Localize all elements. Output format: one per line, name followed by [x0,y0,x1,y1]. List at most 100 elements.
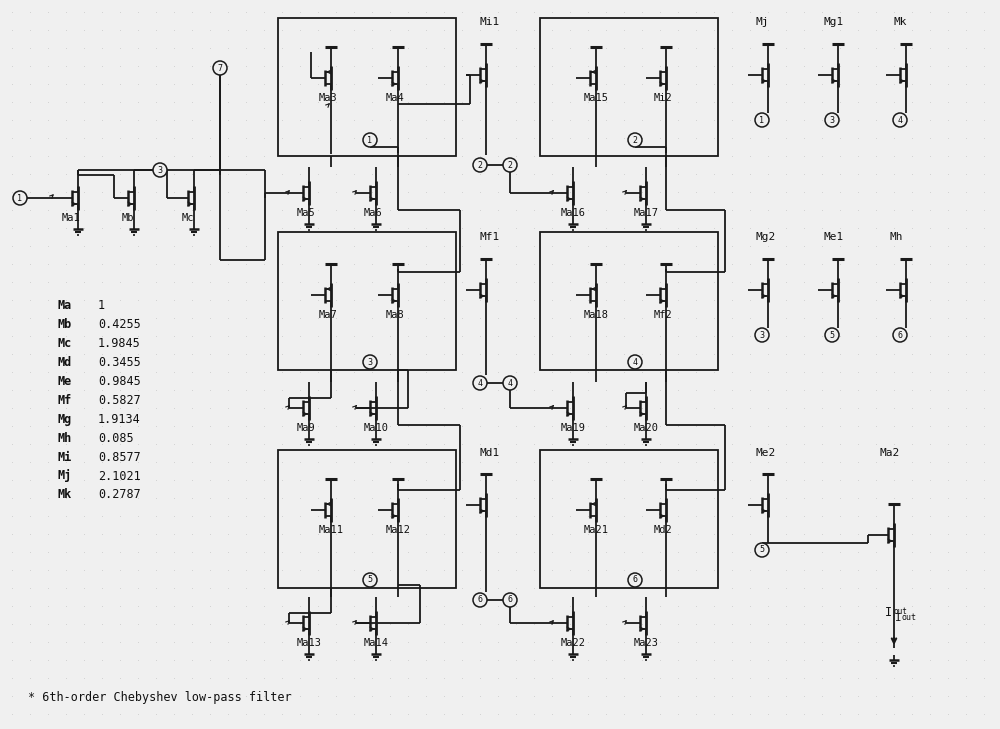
Text: 2.1021: 2.1021 [98,469,141,483]
Text: 6: 6 [898,330,902,340]
Circle shape [473,158,487,172]
Text: Mi2: Mi2 [654,93,673,103]
Circle shape [628,573,642,587]
Text: I: I [885,606,892,618]
Text: 0.8577: 0.8577 [98,451,141,464]
Text: Ma22: Ma22 [561,638,586,648]
Bar [540,450,718,588]
Circle shape [363,133,377,147]
Text: Ma16: Ma16 [561,208,586,218]
Text: Ma3: Ma3 [319,93,338,103]
Text: Ma7: Ma7 [319,310,338,320]
Circle shape [825,328,839,342]
Text: Ma14: Ma14 [364,638,389,648]
Text: Mj: Mj [756,17,770,27]
Text: Me1: Me1 [823,232,843,242]
Text: Mf: Mf [58,394,72,407]
Text: Mc: Mc [182,213,194,223]
Bar [278,232,456,370]
Text: Mc: Mc [58,337,72,349]
Text: Mi1: Mi1 [480,17,500,27]
Text: 1.9134: 1.9134 [98,413,141,426]
Text: 1: 1 [98,298,105,311]
Text: Ma21: Ma21 [584,525,609,535]
Circle shape [755,543,769,557]
Circle shape [503,376,517,390]
Text: 1: 1 [368,136,372,144]
Text: Mh: Mh [890,232,904,242]
Text: 5: 5 [368,575,372,585]
Text: 0.3455: 0.3455 [98,356,141,368]
Text: Mg2: Mg2 [756,232,776,242]
Text: 4: 4 [898,115,902,125]
Text: 2: 2 [508,160,512,170]
Text: Ma13: Ma13 [297,638,322,648]
Text: Ma4: Ma4 [386,93,405,103]
Circle shape [755,113,769,127]
Text: Ma12: Ma12 [386,525,411,535]
Text: 0.9845: 0.9845 [98,375,141,388]
Text: 0.2787: 0.2787 [98,488,141,502]
Circle shape [13,191,27,205]
Text: 4: 4 [478,378,482,388]
Text: Ma18: Ma18 [584,310,609,320]
Text: 0.4255: 0.4255 [98,318,141,330]
Bar [278,450,456,588]
Text: 4: 4 [508,378,512,388]
Text: 0.085: 0.085 [98,432,134,445]
Circle shape [473,376,487,390]
Bar [540,18,718,156]
Text: 5: 5 [760,545,765,555]
Text: out: out [902,614,917,623]
Text: Ma17: Ma17 [634,208,659,218]
Circle shape [825,113,839,127]
Text: out: out [893,607,907,617]
Text: 6: 6 [633,575,638,585]
Circle shape [893,113,907,127]
Text: Ma: Ma [58,298,72,311]
Circle shape [153,163,167,177]
Text: Ma6: Ma6 [364,208,383,218]
Text: 5: 5 [830,330,834,340]
Text: 3: 3 [158,165,162,174]
Text: Ma5: Ma5 [297,208,316,218]
Text: Ma11: Ma11 [319,525,344,535]
Text: 1: 1 [760,115,765,125]
Text: 3: 3 [368,357,372,367]
Circle shape [213,61,227,75]
Circle shape [893,328,907,342]
Circle shape [755,328,769,342]
Text: 1: 1 [18,193,22,203]
Text: Mb: Mb [122,213,134,223]
Text: Mg1: Mg1 [823,17,843,27]
Text: Ma19: Ma19 [561,423,586,433]
Text: 6: 6 [478,596,482,604]
Text: Ma15: Ma15 [584,93,609,103]
Text: 3: 3 [760,330,765,340]
Bar [540,232,718,370]
Circle shape [503,158,517,172]
Text: 0.5827: 0.5827 [98,394,141,407]
Text: 3: 3 [830,115,834,125]
Text: 7: 7 [218,63,222,72]
Text: Mj: Mj [58,469,72,483]
Circle shape [628,355,642,369]
Text: Mf1: Mf1 [480,232,500,242]
Text: Mg: Mg [58,413,72,426]
Text: 2: 2 [633,136,638,144]
Bar [278,18,456,156]
Text: Mb: Mb [58,318,72,330]
Text: Mi: Mi [58,451,72,464]
Text: Ma23: Ma23 [634,638,659,648]
Text: Me: Me [58,375,72,388]
Text: 1.9845: 1.9845 [98,337,141,349]
Text: 2: 2 [478,160,482,170]
Circle shape [363,573,377,587]
Circle shape [363,355,377,369]
Text: 4: 4 [633,357,638,367]
Text: Mf2: Mf2 [654,310,673,320]
Circle shape [473,593,487,607]
Circle shape [628,133,642,147]
Text: * 6th-order Chebyshev low-pass filter: * 6th-order Chebyshev low-pass filter [28,692,292,704]
Text: Mk: Mk [893,17,906,27]
